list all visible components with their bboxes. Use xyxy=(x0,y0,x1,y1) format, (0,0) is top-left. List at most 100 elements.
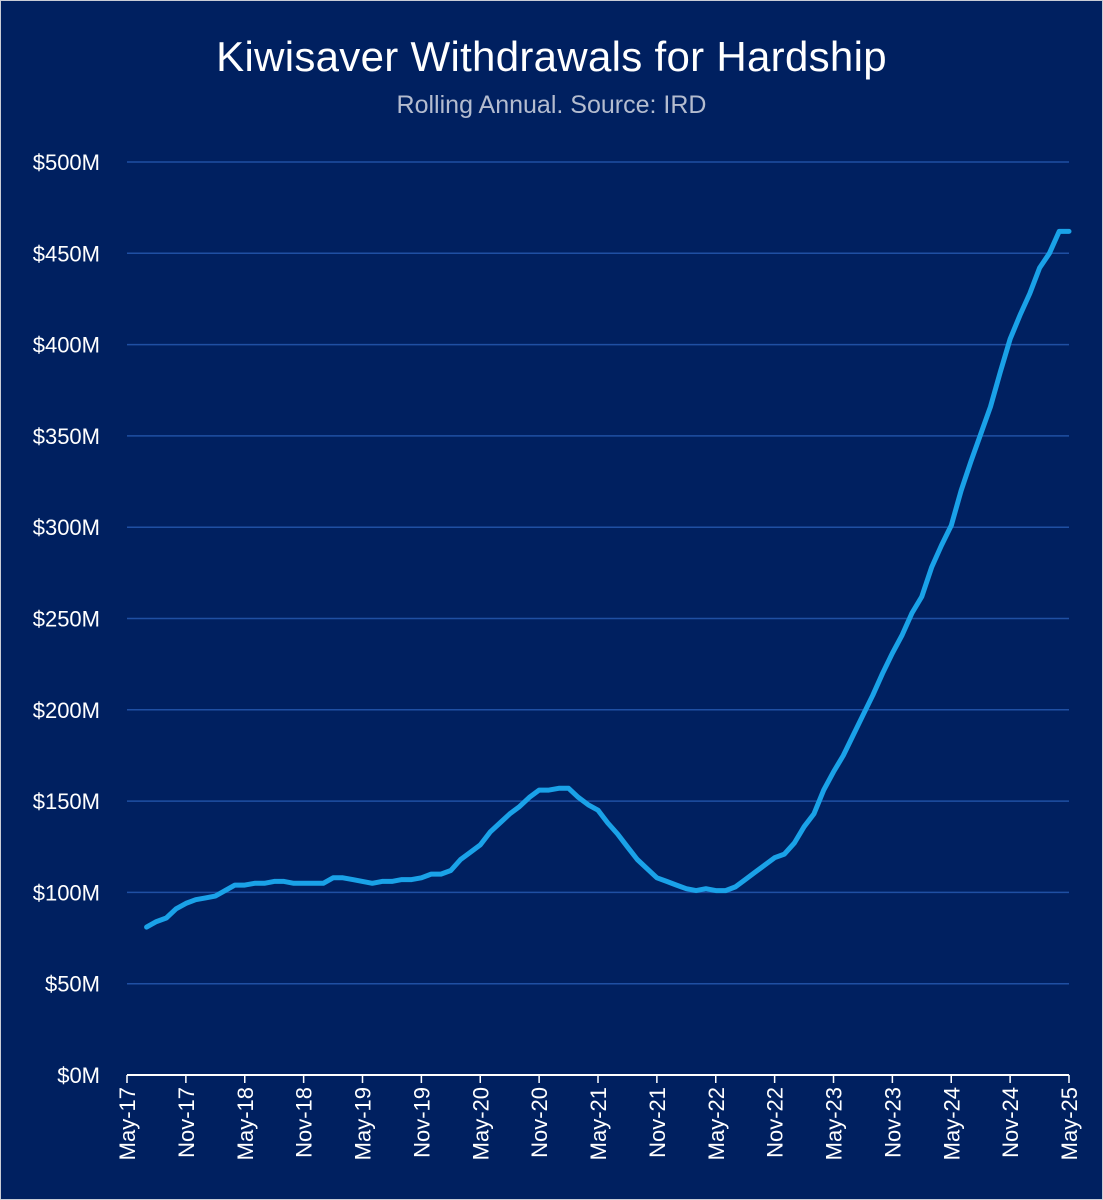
data-point-65 xyxy=(783,853,785,855)
x-tick-label-14: May-24 xyxy=(939,1087,964,1160)
data-point-85 xyxy=(980,433,982,435)
data-point-73 xyxy=(862,714,864,716)
y-tick-label-10: $500M xyxy=(33,150,100,175)
data-point-23 xyxy=(371,882,373,884)
data-point-39 xyxy=(528,796,530,798)
data-point-37 xyxy=(509,813,511,815)
data-point-43 xyxy=(568,787,570,789)
data-point-7 xyxy=(214,895,216,897)
data-point-54 xyxy=(676,884,677,886)
data-point-18 xyxy=(322,882,324,884)
data-point-47 xyxy=(607,822,609,824)
x-tick-label-3: Nov-18 xyxy=(292,1087,317,1158)
data-point-16 xyxy=(303,882,305,884)
data-point-75 xyxy=(882,672,884,674)
y-tick-label-3: $150M xyxy=(33,789,100,814)
data-point-29 xyxy=(430,873,432,875)
data-point-14 xyxy=(283,880,285,882)
data-point-41 xyxy=(548,789,550,791)
x-tick-label-9: Nov-21 xyxy=(645,1087,670,1158)
data-point-20 xyxy=(342,877,344,879)
data-point-69 xyxy=(823,789,825,791)
data-point-76 xyxy=(891,652,893,654)
data-point-92 xyxy=(1048,252,1050,254)
data-point-72 xyxy=(852,734,854,736)
data-point-3 xyxy=(175,908,177,910)
data-point-77 xyxy=(901,634,903,636)
data-point-8 xyxy=(224,890,226,892)
x-tick-label-6: May-20 xyxy=(468,1087,493,1160)
y-tick-label-0: $0M xyxy=(57,1063,100,1088)
data-point-78 xyxy=(911,612,913,614)
data-point-21 xyxy=(352,879,354,881)
x-tick-label-13: Nov-23 xyxy=(880,1087,905,1158)
data-point-56 xyxy=(695,890,697,892)
data-point-61 xyxy=(744,879,746,881)
y-tick-label-9: $450M xyxy=(33,241,100,266)
data-point-62 xyxy=(754,871,756,873)
data-point-82 xyxy=(950,524,952,526)
data-point-49 xyxy=(626,846,628,848)
data-point-63 xyxy=(764,864,766,866)
y-axis-tick-labels: $0M $50M $100M $150M $200M $250M $300M $350M $40… xyxy=(33,150,100,1088)
data-point-93 xyxy=(1058,230,1060,232)
data-point-87 xyxy=(999,371,1001,373)
data-point-5 xyxy=(195,899,197,901)
data-point-44 xyxy=(577,796,579,798)
data-point-42 xyxy=(558,787,560,789)
data-point-22 xyxy=(362,880,363,882)
data-point-74 xyxy=(872,694,874,696)
chart-subtitle: Rolling Annual. Source: IRD xyxy=(396,91,707,119)
data-point-0 xyxy=(146,926,148,928)
data-point-70 xyxy=(833,771,834,773)
data-point-2 xyxy=(165,917,167,919)
axes xyxy=(126,1074,1070,1083)
data-point-11 xyxy=(254,882,256,884)
data-point-12 xyxy=(263,882,265,884)
data-point-9 xyxy=(234,884,236,886)
y-tick-label-2: $100M xyxy=(33,880,100,905)
data-point-94 xyxy=(1068,230,1070,232)
x-tick-label-0: May-17 xyxy=(115,1087,140,1160)
data-point-24 xyxy=(381,880,383,882)
data-point-90 xyxy=(1029,292,1031,294)
y-tick-label-7: $350M xyxy=(33,424,100,449)
data-point-48 xyxy=(617,833,619,835)
data-point-25 xyxy=(391,880,393,882)
data-point-68 xyxy=(813,813,815,815)
x-tick-label-8: May-21 xyxy=(586,1087,611,1160)
y-tick-label-5: $250M xyxy=(33,607,100,632)
data-point-55 xyxy=(685,888,687,890)
x-tick-label-5: Nov-19 xyxy=(409,1087,434,1158)
data-point-19 xyxy=(332,877,334,879)
data-point-10 xyxy=(244,884,246,886)
x-tick-label-4: May-19 xyxy=(351,1087,376,1160)
y-tick-label-4: $200M xyxy=(33,698,100,723)
x-tick-label-12: May-23 xyxy=(822,1087,847,1160)
data-point-35 xyxy=(489,831,491,833)
data-point-89 xyxy=(1019,314,1021,316)
data-point-26 xyxy=(401,879,403,881)
data-point-59 xyxy=(725,890,727,892)
x-tick-label-10: May-22 xyxy=(704,1087,729,1160)
data-point-86 xyxy=(990,406,991,408)
data-point-88 xyxy=(1009,338,1011,340)
data-point-33 xyxy=(469,851,471,853)
data-point-91 xyxy=(1039,267,1041,269)
data-point-80 xyxy=(931,566,933,568)
data-point-53 xyxy=(666,880,668,882)
gridlines xyxy=(127,161,1069,985)
data-point-57 xyxy=(705,888,707,890)
data-point-45 xyxy=(587,804,589,806)
y-tick-label-8: $400M xyxy=(33,333,100,358)
data-point-52 xyxy=(656,877,658,879)
data-point-66 xyxy=(793,842,795,844)
data-point-46 xyxy=(597,809,599,811)
x-tick-label-1: Nov-17 xyxy=(174,1087,199,1158)
data-point-83 xyxy=(960,490,962,492)
data-point-79 xyxy=(921,596,923,598)
data-point-1 xyxy=(155,921,157,923)
data-point-50 xyxy=(636,859,638,861)
